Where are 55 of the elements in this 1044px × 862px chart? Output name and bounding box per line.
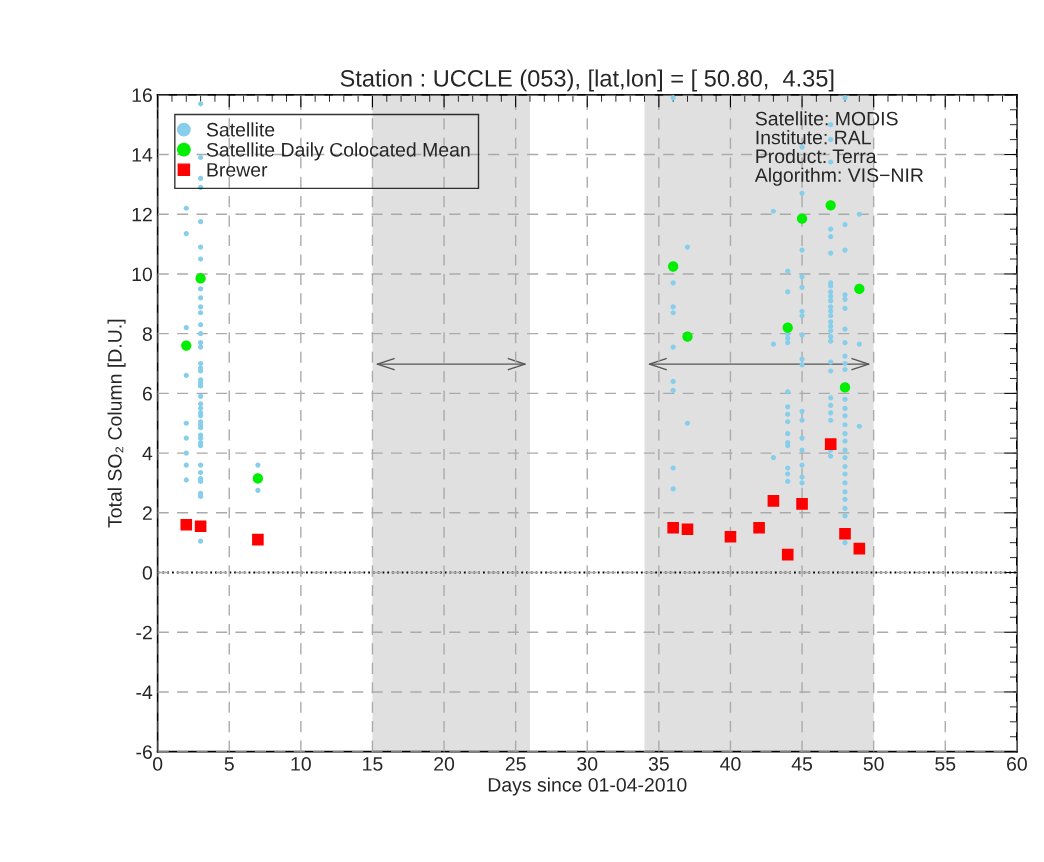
point — [824, 438, 837, 450]
point — [853, 542, 866, 555]
x-tick-label: 60 — [1007, 757, 1027, 771]
point — [767, 495, 780, 507]
x-axis-title: Days since 01-04-2010 — [488, 777, 687, 796]
point — [252, 533, 264, 546]
y-axis-title: Total SO₂ Column [D.U.] — [107, 319, 126, 528]
point — [668, 261, 679, 272]
y-tick-label: 2 — [142, 506, 152, 520]
point — [796, 213, 808, 224]
y-tick-label: 10 — [132, 267, 153, 282]
point — [753, 521, 765, 534]
point — [839, 382, 851, 393]
point — [180, 518, 193, 531]
point — [181, 340, 192, 351]
x-tick-label: 20 — [434, 757, 455, 771]
x-tick-label: 35 — [648, 757, 669, 771]
y-tick-label: -2 — [136, 625, 152, 640]
legend-label: Satellite — [206, 122, 275, 137]
x-tick-label: 45 — [791, 757, 813, 771]
y-tick-label: 8 — [142, 327, 152, 341]
y-tick-label: 14 — [132, 148, 153, 162]
point — [796, 498, 808, 510]
point — [724, 530, 737, 543]
x-tick-label: 40 — [720, 757, 741, 771]
point — [781, 548, 794, 561]
annotation: Satellite: MODIS Institute: RAL Product: Terra Algorithm: VIS−NIR — [754, 111, 924, 186]
x-tick-label: 30 — [577, 757, 598, 771]
x-tick-label: 15 — [363, 757, 383, 771]
y-tick-label: -6 — [136, 745, 152, 759]
x-tick-label: 25 — [505, 757, 526, 771]
legend-label: Brewer — [207, 163, 268, 177]
x-tick-label: 0 — [153, 757, 163, 771]
chart-title: Station : UCCLE (053), [lat,lon] = [ 50.80, 4.35] — [340, 69, 834, 92]
point — [195, 273, 206, 284]
y-tick-label: -4 — [136, 685, 153, 699]
point — [667, 521, 679, 534]
x-tick-label: 50 — [863, 757, 884, 771]
x-tick-label: 5 — [224, 757, 234, 771]
point — [682, 331, 693, 342]
y-tick-label: 16 — [132, 88, 152, 103]
point — [782, 322, 793, 333]
y-tick-label: 6 — [142, 386, 152, 401]
y-tick-label: 12 — [132, 207, 152, 222]
point — [854, 283, 865, 295]
y-tick-label: 4 — [142, 446, 153, 461]
point — [825, 200, 836, 211]
point — [681, 523, 694, 536]
point — [194, 520, 207, 533]
legend-label: Satellite Daily Colocated Mean — [206, 142, 470, 161]
point — [252, 473, 264, 484]
y-tick-label: 0 — [142, 565, 153, 580]
point — [839, 527, 851, 540]
x-tick-label: 55 — [935, 757, 956, 771]
x-tick-label: 10 — [291, 757, 311, 771]
